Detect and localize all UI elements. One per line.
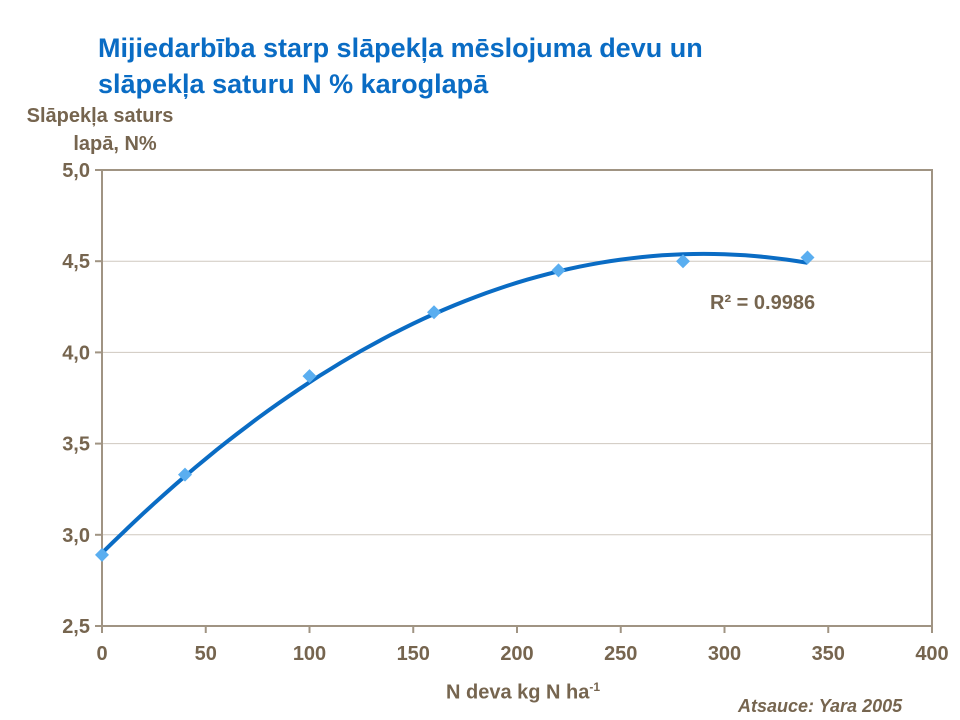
plot-border: [101, 169, 933, 627]
data-point: [427, 305, 441, 320]
title-line-2: slāpekļa saturu N % karoglapā: [98, 69, 489, 99]
x-tick-label: 150: [397, 643, 430, 665]
y-tick-label: 2,5: [62, 616, 90, 638]
y-tick-label: 3,0: [62, 525, 90, 547]
data-point: [95, 547, 109, 562]
trendline: [100, 251, 808, 555]
chart-title: Mijiedarbība starp slāpekļa mēslojuma de…: [98, 30, 703, 102]
x-tick-label: 400: [915, 643, 948, 665]
x-label-sup: -1: [589, 680, 601, 694]
y-tick-label: 4,0: [62, 342, 90, 364]
r-squared-label: R² = 0.9986: [710, 292, 815, 314]
y-tick-label: 4,5: [62, 251, 90, 273]
y-tick-label: 3,5: [62, 434, 90, 456]
data-point: [551, 263, 566, 278]
x-tick-label: 300: [708, 643, 741, 665]
y-label-line-1: Slāpekļa saturs: [26, 105, 174, 127]
data-point: [302, 369, 317, 384]
y-tick-label: 5,0: [62, 160, 90, 182]
data-point: [178, 467, 192, 482]
x-tick-label: 0: [96, 643, 107, 665]
source-note: Atsauce: Yara 2005: [738, 696, 903, 716]
y-axis-label: Slāpekļa saturs lapā, N%: [12, 102, 188, 158]
x-tick-label: 200: [500, 643, 533, 665]
data-point: [676, 254, 690, 269]
x-axis-label: N deva kg N ha-1: [446, 680, 600, 705]
x-tick-label: 50: [195, 643, 217, 665]
x-tick-label: 250: [604, 643, 637, 665]
data-point: [800, 250, 815, 265]
y-label-line-2: lapā, N%: [73, 133, 157, 155]
x-tick-label: 350: [812, 643, 845, 665]
x-tick-label: 100: [293, 643, 326, 665]
x-label-text: N deva kg N ha: [446, 681, 590, 704]
title-line-1: Mijiedarbība starp slāpekļa mēslojuma de…: [98, 33, 703, 63]
